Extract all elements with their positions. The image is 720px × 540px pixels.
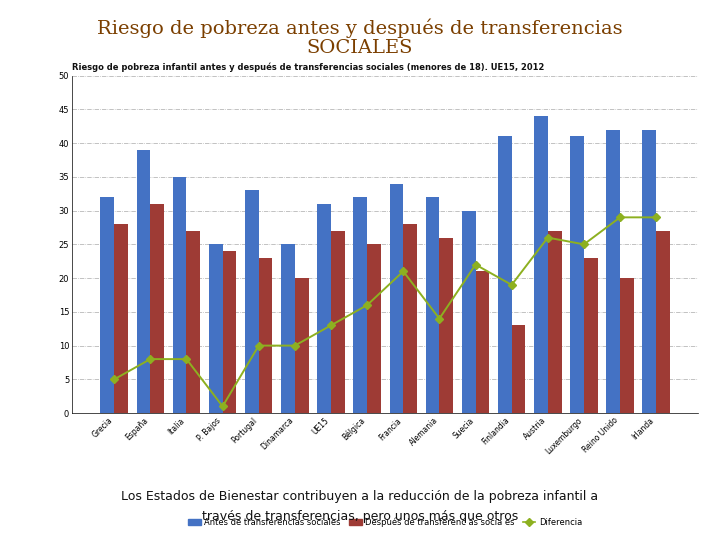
Bar [114,224,128,413]
Bar [137,150,150,413]
Bar [222,251,236,413]
Bar [475,271,490,413]
Bar [354,197,367,413]
Text: Los Estados de Bienestar contribuyen a la reducción de la pobreza infantil a: Los Estados de Bienestar contribuyen a l… [122,490,598,503]
Bar [390,184,403,413]
Bar [150,204,164,413]
Bar [331,231,345,413]
Text: través de transferencias, pero unos más que otros: través de transferencias, pero unos más … [202,510,518,523]
Bar [534,116,548,413]
Bar [426,197,439,413]
Bar [209,244,222,413]
Bar [548,231,562,413]
Bar [245,191,258,413]
Bar [498,137,512,413]
Bar [462,211,475,413]
Bar [101,197,114,413]
Bar [570,137,584,413]
Text: Riesgo de pobreza antes y después de transferencias: Riesgo de pobreza antes y después de tra… [97,19,623,38]
Bar [656,231,670,413]
Bar [367,244,381,413]
Bar [642,130,656,413]
Bar [295,278,309,413]
Bar [606,130,620,413]
Bar [584,258,598,413]
Bar [620,278,634,413]
Text: SOCIALES: SOCIALES [307,39,413,57]
Bar [186,231,200,413]
Bar [173,177,186,413]
Bar [512,325,526,413]
Bar [281,244,295,413]
Bar [439,238,453,413]
Legend: Antes de transferencias sociales, Después de transferenc as socia es, Diferencia: Antes de transferencias sociales, Despué… [185,514,585,530]
Text: Riesgo de pobreza infantil antes y después de transferencias sociales (menores d: Riesgo de pobreza infantil antes y despu… [72,63,544,72]
Bar [403,224,417,413]
Bar [258,258,272,413]
Bar [318,204,331,413]
